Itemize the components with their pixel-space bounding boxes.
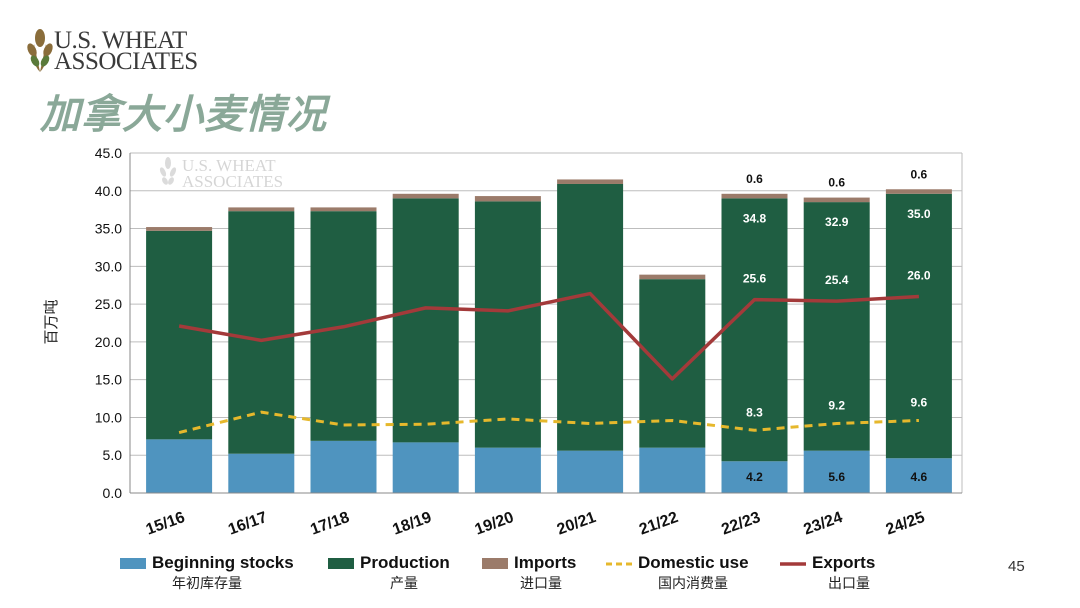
legend-label-production: Production [360,553,450,572]
legend-cn-domestic-use: 国内消费量 [658,576,728,592]
bar-beginning-stocks-17-18 [310,440,377,493]
x-tick-label: 15/16 [144,509,188,539]
bar-imports-17-18 [310,207,377,212]
watermark-icon [165,157,171,169]
data-label-domestic-use-23-24: 9.2 [828,398,845,412]
line-exports [178,291,919,381]
bar-imports-24-25 [885,189,952,194]
legend-label-exports: Exports [812,553,876,572]
data-label-imports-23-24: 0.6 [828,176,845,190]
legend-beginning-stocks: Beginning stocks [120,553,294,573]
stacked-bar-chart: U.S. WHEAT ASSOCIATES 0.0 5.0 10.0 15.0 20.0… [42,145,963,539]
bar-production-18-19 [392,198,459,443]
data-label-beginning-stocks-23-24: 5.6 [828,470,845,484]
legend: Beginning stocks 年初库存量 Production 产量 Imp… [120,553,900,603]
page-number: 45 [1008,558,1025,575]
bar-production-24-25 [885,193,952,459]
line-domestic-use [178,410,919,435]
bar-imports-18-19 [392,193,459,199]
legend-cn-imports: 进口量 [520,576,562,592]
bar-beginning-stocks-20-21 [557,450,624,493]
legend-swatch-exports [780,561,806,566]
data-label-exports-22-23: 25.6 [743,272,767,286]
y-tick-label: 20.0 [95,334,122,350]
watermark-line1: U.S. WHEAT [182,156,276,175]
watermark-line2: ASSOCIATES [182,172,283,191]
legend-label-imports: Imports [514,553,577,572]
bar-beginning-stocks-19-20 [474,447,541,493]
data-label-domestic-use-22-23: 8.3 [746,405,763,419]
bar-beginning-stocks-22-23 [721,461,788,493]
bar-imports-20-21 [557,179,624,184]
chart-watermark: U.S. WHEAT ASSOCIATES [159,156,283,191]
legend-cn-production: 产量 [390,576,418,592]
bar-beginning-stocks-21-22 [639,447,706,493]
x-tick-label: 21/22 [637,509,681,539]
bar-imports-21-22 [639,274,706,280]
y-tick-label: 5.0 [103,447,123,463]
legend-swatch-production [328,558,354,570]
legend-swatch-imports [482,558,508,570]
bar-imports-15-16 [146,227,213,231]
legend-production: Production [328,553,450,573]
bar-beginning-stocks-18-19 [392,442,459,493]
y-tick-label: 30.0 [95,258,122,274]
bar-production-19-20 [474,201,541,448]
y-tick-label: 40.0 [95,183,122,199]
bar-beginning-stocks-24-25 [885,458,952,493]
logo-text: U.S. WHEAT ASSOCIATES [54,27,198,75]
data-label-production-24-25: 35.0 [907,207,931,221]
x-tick-label: 18/19 [390,509,434,539]
x-tick-label: 24/25 [884,509,928,539]
bar-production-23-24 [803,202,870,451]
bar-beginning-stocks-16-17 [228,453,295,493]
x-tick-label: 16/17 [226,509,270,539]
data-label-imports-22-23: 0.6 [746,172,763,186]
bar-beginning-stocks-23-24 [803,450,870,493]
data-label-exports-23-24: 25.4 [825,273,849,287]
legend-swatch-beginning-stocks [120,558,146,570]
legend-label-domestic-use: Domestic use [638,553,749,572]
bar-imports-16-17 [228,207,295,212]
data-label-domestic-use-24-25: 9.6 [911,395,928,409]
x-tick-label: 20/21 [555,509,599,539]
x-tick-label: 22/23 [719,509,763,539]
x-tick-label: 19/20 [473,509,517,539]
data-labels: 0.6 0.6 0.6 34.8 32.9 35.0 25.6 25.4 26.0 8.3 9.2 9… [743,167,931,484]
bar-beginning-stocks-15-16 [146,439,213,493]
bar-imports-23-24 [803,197,870,203]
legend-imports: Imports [482,553,576,573]
y-tick-label: 15.0 [95,372,122,388]
legend-swatch-domestic-use [606,562,632,566]
y-tick-label: 25.0 [95,296,122,312]
legend-cn-beginning-stocks: 年初库存量 [172,576,242,592]
data-label-production-23-24: 32.9 [825,215,849,229]
data-label-beginning-stocks-24-25: 4.6 [911,470,928,484]
data-label-beginning-stocks-22-23: 4.2 [746,470,763,484]
data-label-imports-24-25: 0.6 [911,167,928,181]
logo-line2: ASSOCIATES [54,48,198,75]
slide-title: 加拿大小麦情况 [40,92,327,138]
bar-imports-19-20 [474,196,541,202]
y-tick-label: 0.0 [103,485,123,501]
y-tick-label: 10.0 [95,409,122,425]
y-tick-label: 45.0 [95,145,122,161]
data-label-exports-24-25: 26.0 [907,269,931,283]
bar-production-22-23 [721,198,788,462]
bar-production-15-16 [146,230,213,440]
logo-line1: U.S. WHEAT [54,27,187,54]
bar-imports-22-23 [721,193,788,199]
y-axis-label: 百万吨 [42,299,60,344]
series-lines [178,291,919,435]
y-tick-label: 35.0 [95,221,122,237]
x-tick-label: 23/24 [801,509,845,539]
legend-domestic-use: Domestic use [606,553,749,573]
x-tick-label: 17/18 [308,509,352,539]
legend-exports: Exports [780,553,875,573]
legend-label-beginning-stocks: Beginning stocks [152,553,294,572]
data-label-production-22-23: 34.8 [743,211,767,225]
usw-logo-icon [27,29,53,72]
legend-cn-exports: 出口量 [828,576,870,592]
